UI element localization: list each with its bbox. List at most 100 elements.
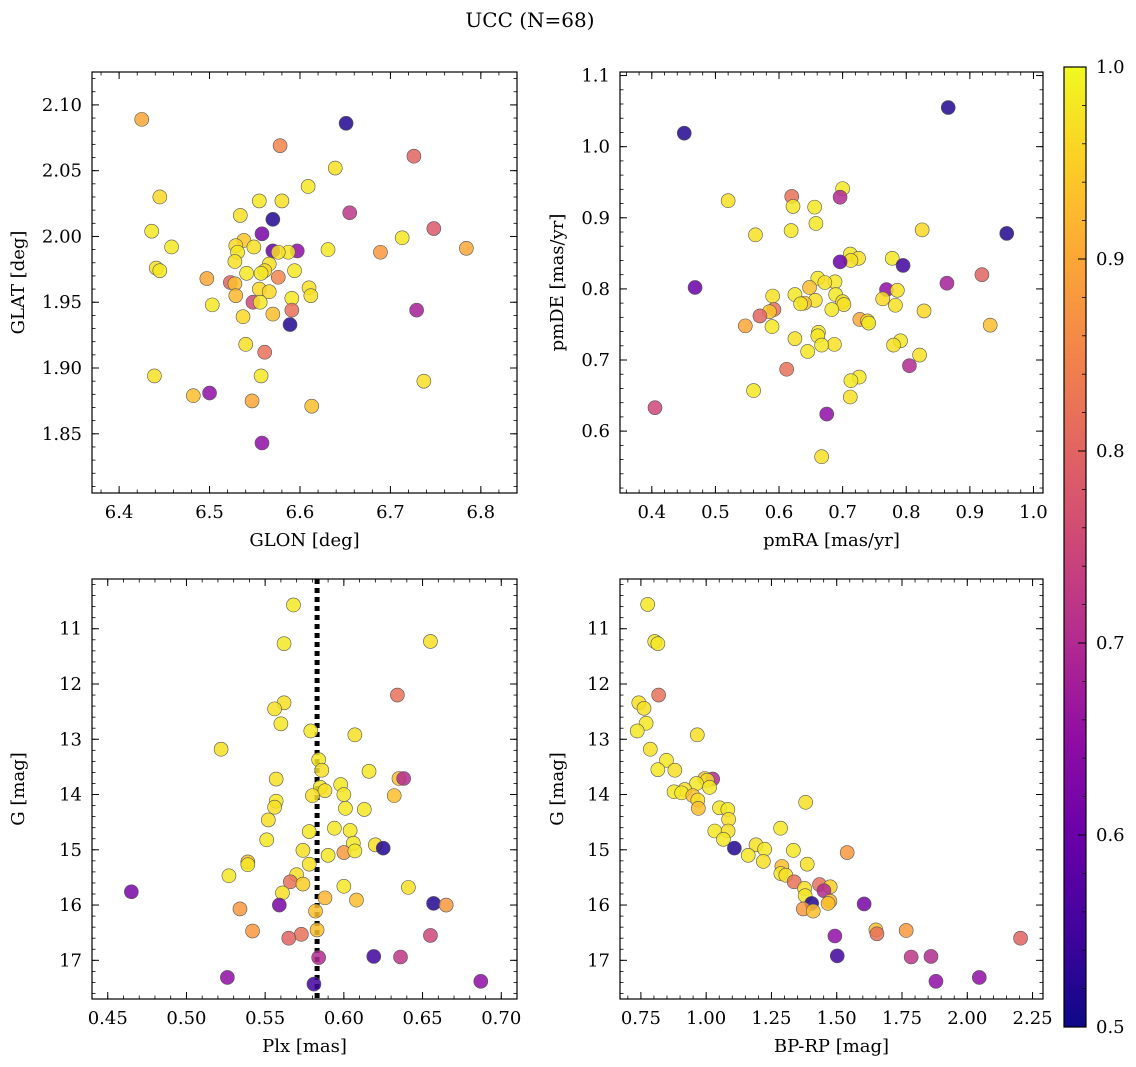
data-point (246, 239, 262, 255)
data-point (647, 400, 663, 415)
data-point (827, 928, 843, 944)
data-point (238, 337, 254, 352)
data-point (888, 297, 903, 313)
data-point (261, 284, 277, 300)
x-tick-label: 0.55 (245, 1008, 285, 1029)
data-point (974, 267, 990, 282)
data-point (875, 291, 891, 307)
x-tick-label: 0.4 (637, 502, 666, 523)
data-point (308, 903, 323, 919)
data-point (839, 845, 855, 860)
data-point (798, 794, 813, 810)
data-point (886, 337, 901, 353)
data-point (336, 878, 352, 894)
data-point (152, 263, 168, 278)
colorbar-ticks: 0.5 0.6 0.7 0.8 0.9 1.0 (1078, 57, 1125, 1038)
data-point (259, 832, 275, 848)
data-point (253, 368, 269, 384)
data-point (659, 752, 674, 768)
y-tick-label: 1.1 (581, 66, 610, 87)
data-point (336, 787, 352, 802)
data-point (232, 208, 248, 223)
x-tick-label: 1.75 (882, 1008, 922, 1029)
data-point (869, 926, 885, 942)
data-point (765, 288, 780, 304)
data-point (235, 309, 251, 325)
data-point (295, 876, 311, 892)
data-point (740, 848, 756, 863)
data-point (252, 294, 268, 310)
x-tick-label: 2.00 (947, 1008, 987, 1029)
data-point (338, 801, 353, 816)
data-point (814, 449, 829, 465)
axes-frame (91, 578, 518, 1000)
data-point (727, 840, 742, 856)
y-tick-label: 12 (59, 674, 82, 695)
data-point (342, 205, 358, 221)
data-point (199, 271, 215, 286)
data-point (164, 239, 179, 255)
x-tick-label: 1.0 (1019, 502, 1048, 523)
data-point (240, 857, 256, 873)
x-tick-label: 6.8 (467, 502, 496, 523)
colorbar-tick-label: 0.9 (1096, 249, 1125, 270)
data-point (636, 701, 652, 716)
axes-frame (619, 578, 1044, 1000)
x-tick-label: 0.75 (621, 1008, 661, 1029)
data-point (254, 435, 270, 451)
data-point (305, 788, 320, 803)
colorbar: 0.5 0.6 0.7 0.8 0.9 1.0 (1063, 57, 1125, 1038)
data-point (144, 223, 159, 239)
y-tick-label: 1.95 (42, 292, 82, 313)
data-point (394, 230, 410, 246)
data-point (856, 896, 872, 912)
y-tick-label: 2.10 (42, 95, 82, 116)
data-point (764, 319, 780, 334)
data-point (317, 890, 333, 906)
y-tick-label: 15 (59, 840, 82, 861)
data-point (890, 283, 905, 298)
data-point (642, 741, 658, 757)
data-point (202, 385, 217, 401)
panel-pmra-pmde: 0.4 0.5 0.6 0.7 0.8 0.9 1.0 0.6 0.7 0.8 0.9 1.0 1.1 p… (547, 66, 1048, 551)
data-point (799, 856, 815, 872)
y-tick-label: 2.00 (42, 226, 82, 247)
data-point (295, 843, 311, 858)
data-point (676, 125, 692, 141)
x-tick-label: 0.6 (765, 502, 794, 523)
data-point (861, 315, 877, 331)
data-point (253, 265, 269, 281)
data-point (320, 242, 336, 257)
data-point (842, 389, 858, 405)
data-point (903, 949, 919, 965)
data-point (320, 848, 336, 863)
data-point (473, 974, 489, 989)
x-tick-label: 0.7 (828, 502, 857, 523)
data-point (282, 317, 298, 332)
scatter-panels: 6.4 6.5 6.6 6.7 6.8 1.85 1.90 1.95 2.00 2.05 2.10 G… (8, 66, 1053, 1057)
data-point (999, 226, 1015, 241)
y-axis-label: G [mag] (547, 752, 568, 825)
data-point (426, 221, 442, 236)
data-point (314, 762, 330, 778)
data-point (884, 251, 900, 266)
colorbar-tick-label: 0.6 (1096, 825, 1125, 846)
data-point (786, 843, 801, 858)
ticks (620, 579, 1043, 999)
data-point (251, 193, 267, 209)
data-point (221, 868, 237, 884)
data-point (347, 727, 363, 743)
x-axis-label: pmRA [mas/yr] (763, 530, 900, 551)
data-point (265, 306, 281, 322)
data-point (738, 318, 753, 334)
data-point (902, 358, 917, 374)
data-point (720, 193, 736, 209)
data-point (273, 716, 289, 732)
data-point (982, 317, 998, 333)
data-point (287, 263, 302, 278)
data-point (787, 331, 803, 346)
y-tick-label: 0.7 (581, 350, 610, 371)
x-tick-label: 0.45 (88, 1008, 128, 1029)
colorbar-tick-label: 0.7 (1096, 633, 1125, 654)
